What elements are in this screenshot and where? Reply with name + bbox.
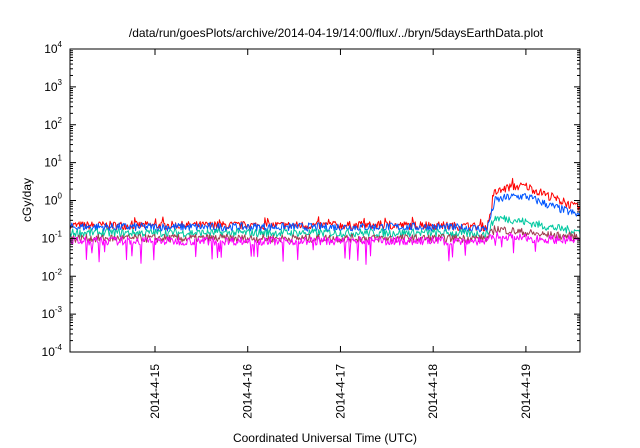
- x-tick-label: 2014-4-15: [148, 364, 162, 419]
- y-tick-label: 10-4: [42, 343, 63, 359]
- x-axis-label: Coordinated Universal Time (UTC): [233, 431, 417, 445]
- y-tick-label: 101: [44, 154, 62, 170]
- y-axis: 10-4 10-3 10-2 10-1 100 101 102 103 104: [42, 40, 580, 359]
- series-line-5: [69, 231, 581, 265]
- x-tick-label: 2014-4-17: [333, 364, 347, 419]
- y-tick-label: 103: [44, 78, 62, 94]
- series-line-1: [69, 177, 581, 232]
- x-tick-label: 2014-4-19: [519, 364, 533, 419]
- plot-frame: [69, 48, 581, 353]
- series-layer: [69, 177, 581, 265]
- chart-title: /data/run/goesPlots/archive/2014-04-19/1…: [129, 26, 544, 40]
- y-tick-label: 104: [44, 40, 62, 56]
- y-tick-label: 10-2: [42, 267, 63, 283]
- y-tick-label: 10-3: [42, 305, 63, 321]
- y-tick-label: 10-1: [42, 229, 63, 245]
- series-line-4: [69, 225, 581, 243]
- x-tick-label: 2014-4-16: [241, 364, 255, 419]
- x-tick-label: 2014-4-18: [426, 364, 440, 419]
- x-axis: 2014-4-15 2014-4-16 2014-4-17 2014-4-18 2014…: [148, 49, 533, 419]
- y-tick-label: 100: [44, 192, 62, 208]
- y-tick-label: 102: [44, 116, 62, 132]
- series-line-3: [69, 215, 581, 239]
- y-axis-label: cGy/day: [20, 178, 34, 222]
- series-line-2: [69, 193, 581, 233]
